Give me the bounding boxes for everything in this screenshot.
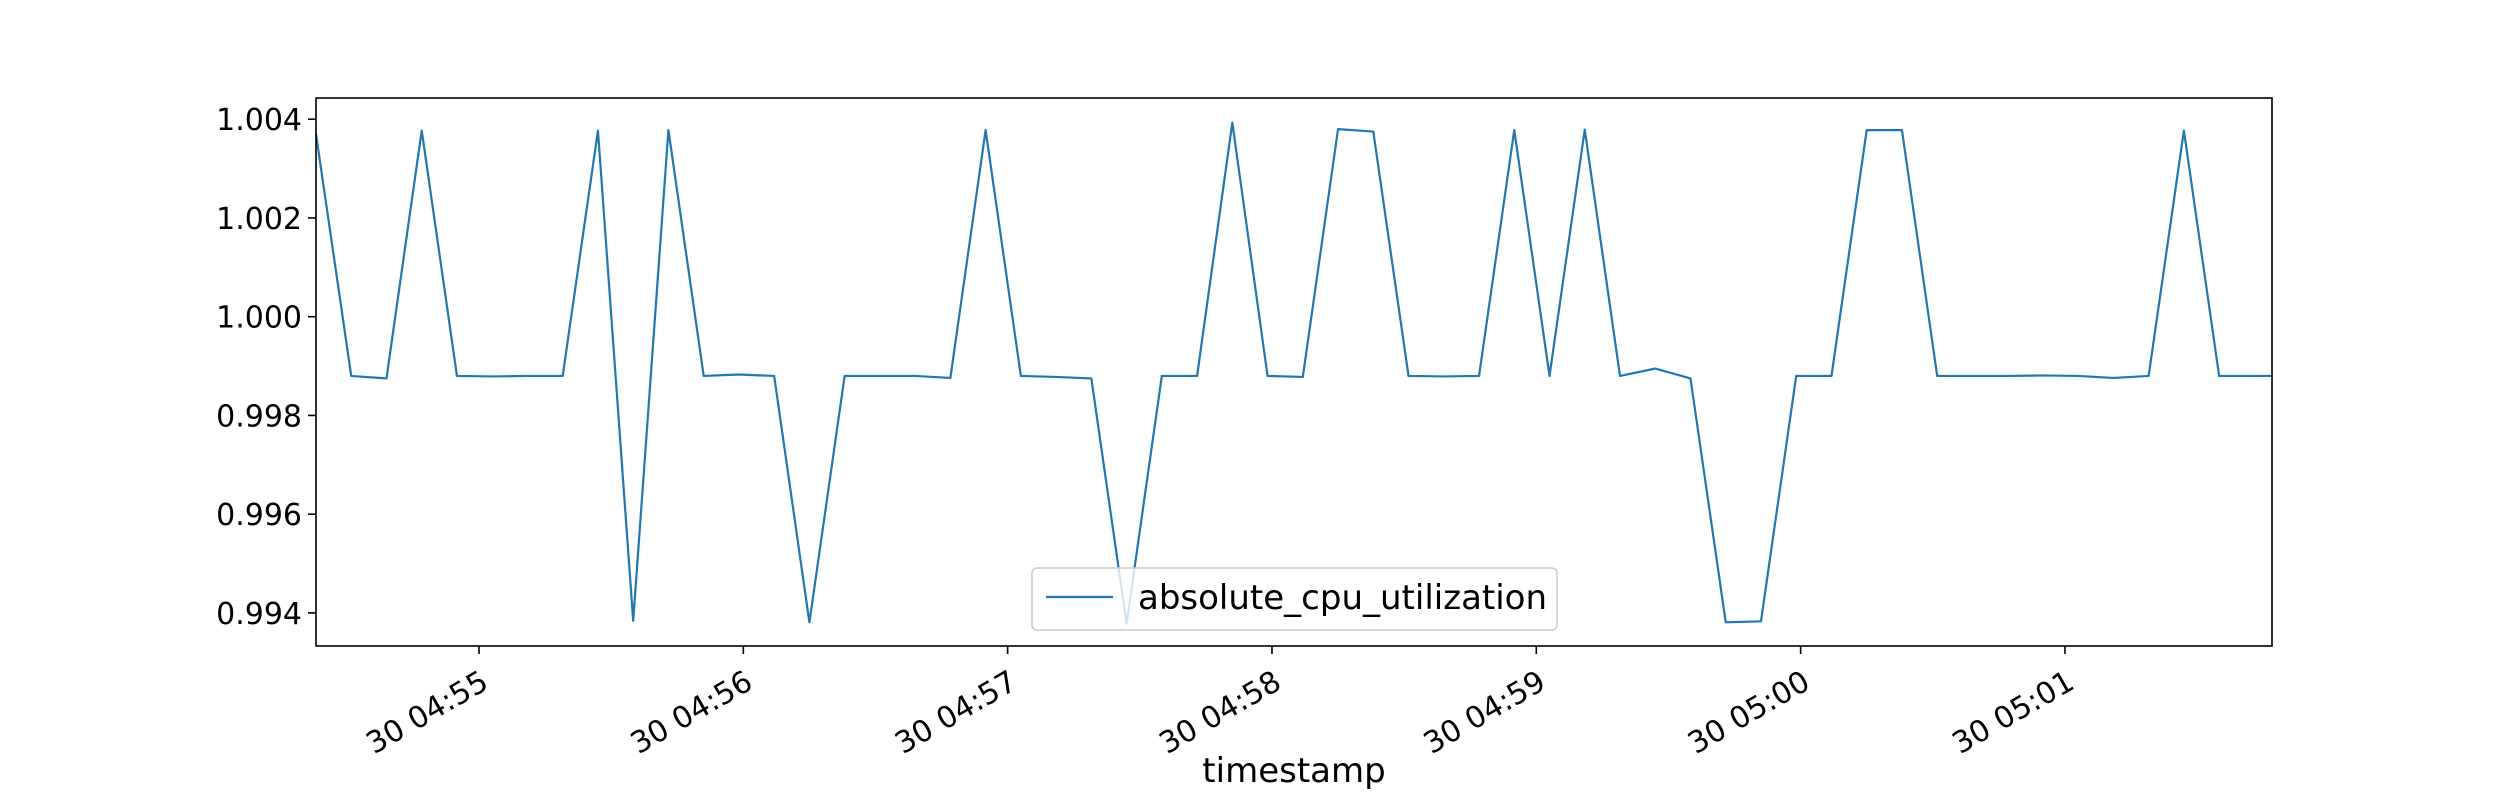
x-tick-label: 30 05:01 xyxy=(1946,664,2080,761)
x-tick-label: 30 05:00 xyxy=(1682,664,1816,761)
axes-frame xyxy=(315,97,2273,647)
x-tick-label: 30 04:57 xyxy=(889,664,1023,761)
x-axis-label: timestamp xyxy=(1202,751,1385,791)
y-tick-label: 1.002 xyxy=(216,202,302,237)
y-tick-label: 1.000 xyxy=(216,301,302,336)
y-tick-label: 0.998 xyxy=(216,399,302,434)
plot-area xyxy=(314,121,2272,625)
x-tick-label: 30 04:55 xyxy=(361,664,495,761)
legend-box xyxy=(1031,567,1558,631)
x-axis-ticks: 30 04:55 30 04:56 30 04:57 30 04:58 30 04:59… xyxy=(361,646,2080,761)
x-tick-label: 30 04:58 xyxy=(1154,664,1288,761)
legend-series-label: absolute_cpu_utilization xyxy=(1138,578,1547,618)
series-line-0 xyxy=(314,121,2272,625)
y-axis-ticks: 0.994 0.996 0.998 1.000 1.002 1.004 xyxy=(216,103,316,632)
x-tick-label: 30 04:56 xyxy=(625,664,759,761)
y-tick-label: 1.004 xyxy=(216,103,302,138)
y-tick-label: 0.994 xyxy=(216,597,302,632)
legend: absolute_cpu_utilization xyxy=(1031,567,1558,631)
x-tick-label: 30 04:59 xyxy=(1418,664,1552,761)
y-tick-label: 0.996 xyxy=(216,498,302,533)
